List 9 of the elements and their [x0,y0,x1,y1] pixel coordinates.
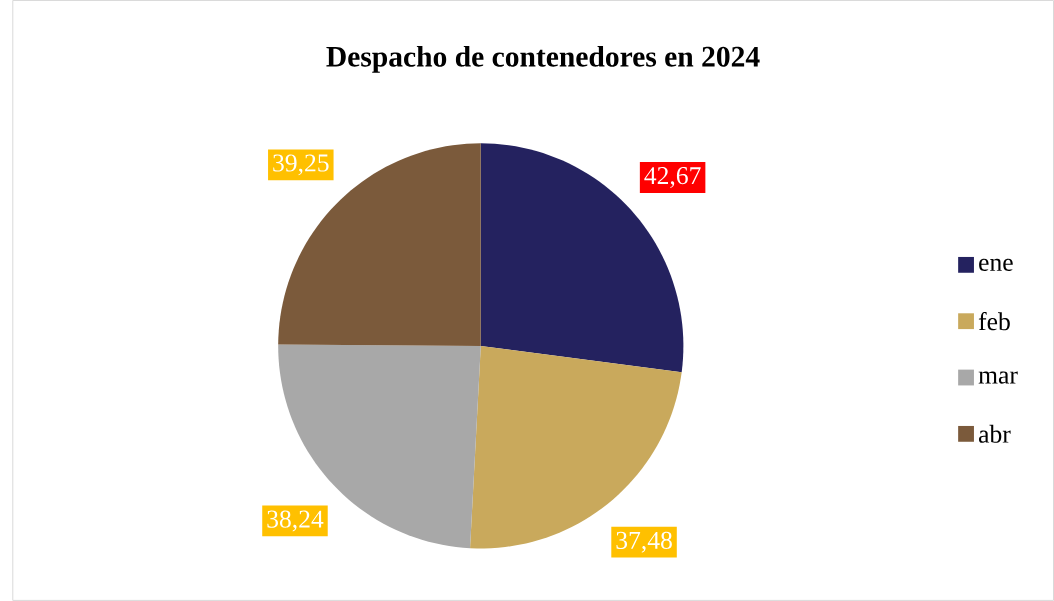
chart-title: Despacho de contenedores en 2024 [326,45,760,73]
legend-label: abr [979,424,1011,443]
data-label: 37,48 [616,531,672,553]
legend-label: mar [978,371,1018,384]
legend-label: ene [979,258,1013,272]
legend-label: feb [978,312,1010,331]
data-label: 38,24 [267,510,324,532]
data-label: 39,25 [273,154,329,176]
data-label: 42,67 [644,167,701,188]
